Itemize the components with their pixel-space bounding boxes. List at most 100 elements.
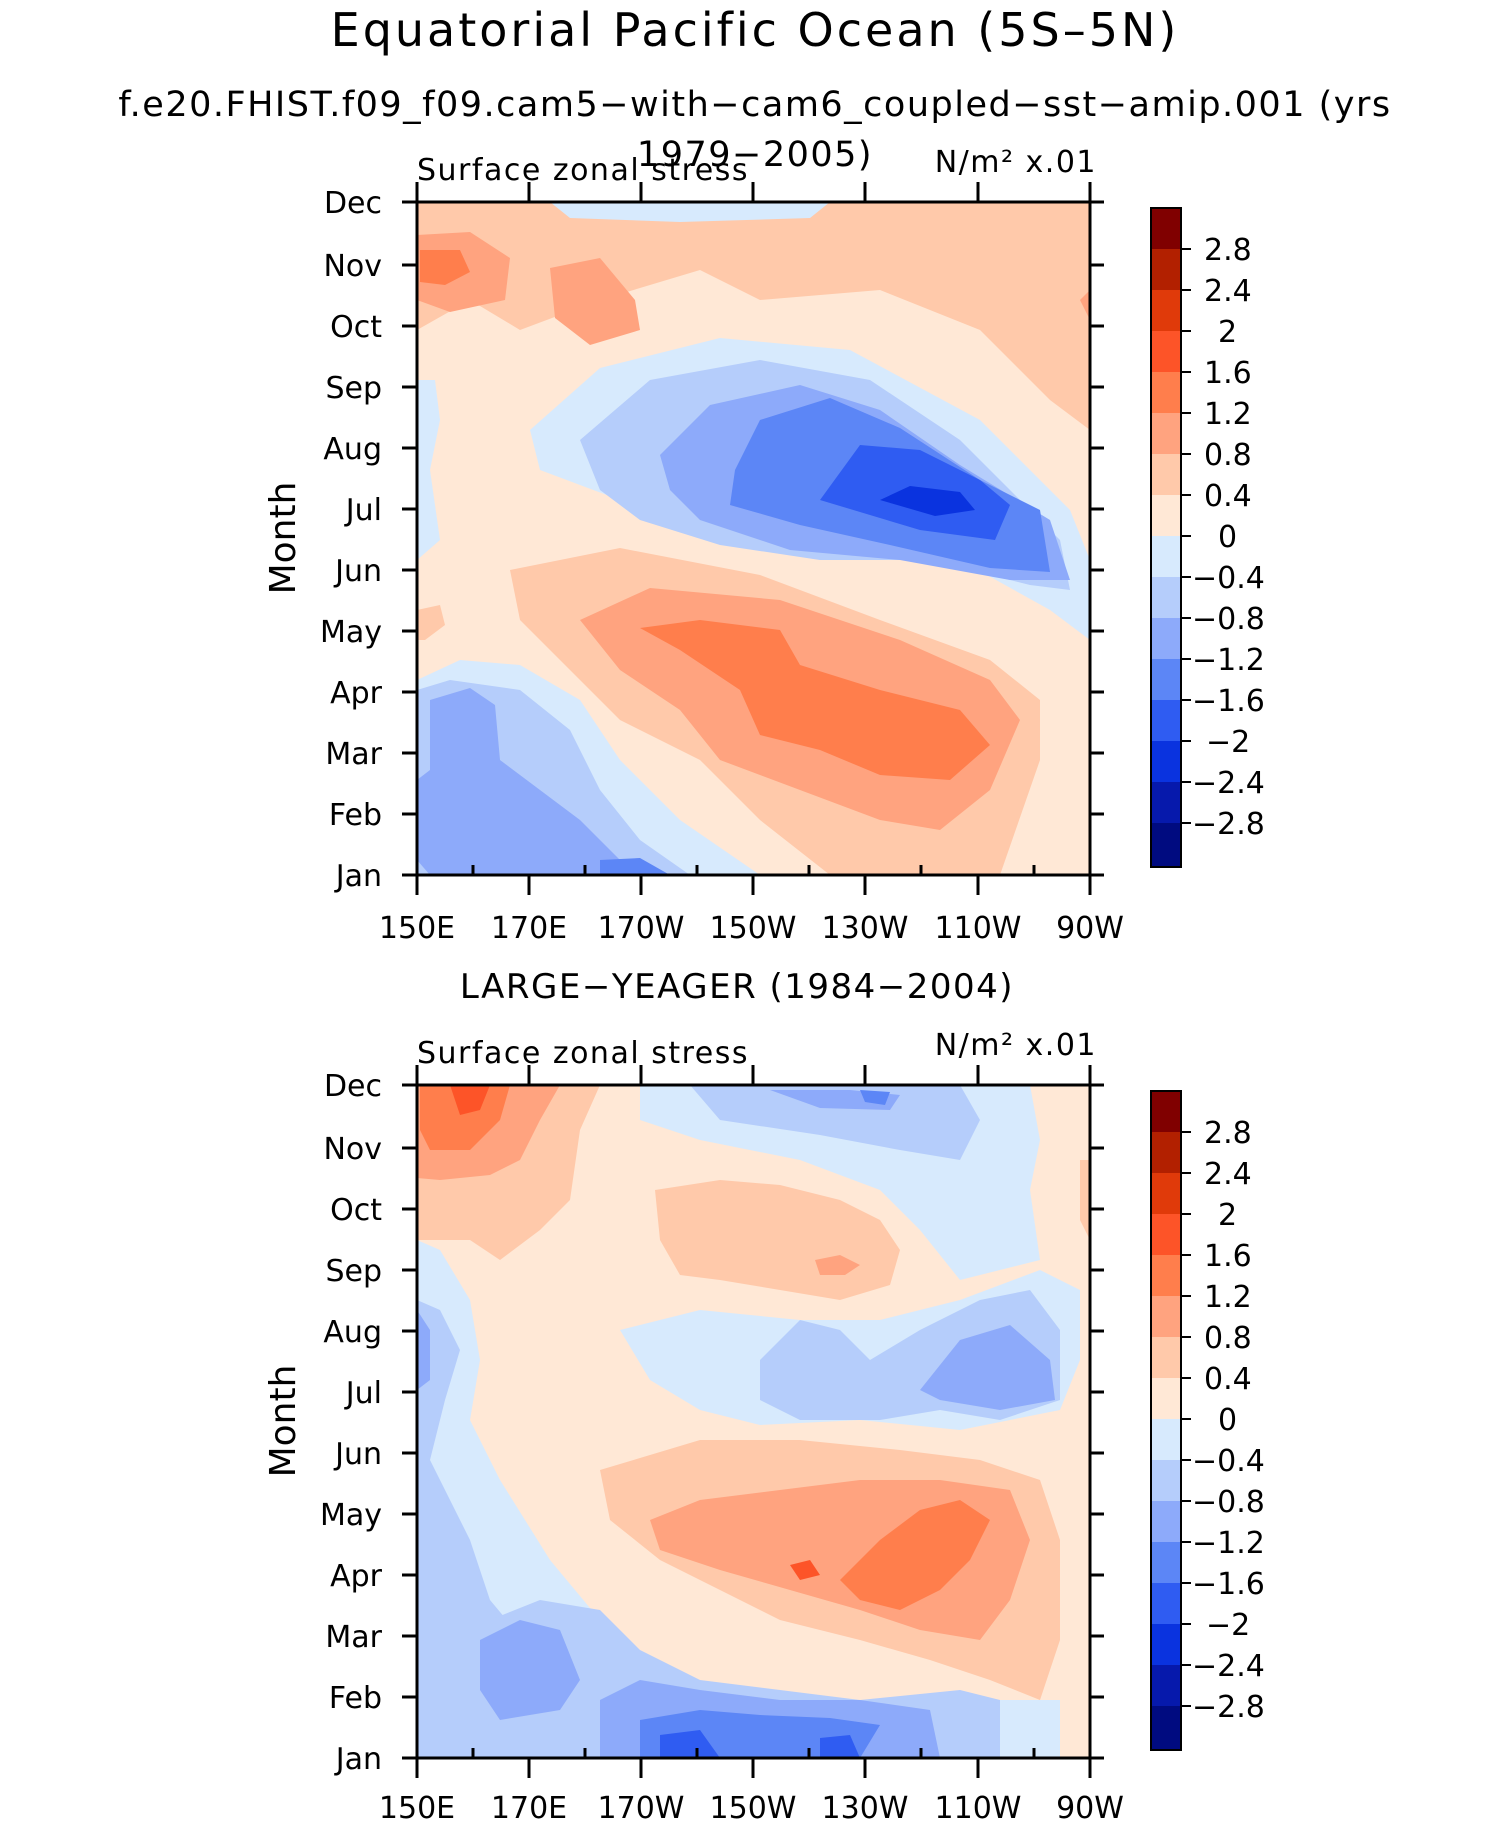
colorbar-swatch: [1151, 1542, 1181, 1583]
x-tick-label: 130W: [822, 911, 909, 946]
panel-1: Surface zonal stress N/m² x.01 Month Jan…: [263, 145, 1265, 946]
x-tick-label: 150W: [710, 911, 797, 946]
colorbar-label: −2.8: [1192, 1690, 1265, 1725]
contour-neg-1.6-jan: [600, 858, 670, 875]
figure-title: Equatorial Pacific Ocean (5S–5N): [330, 3, 1180, 57]
colorbar-label: 1.6: [1204, 356, 1252, 391]
y-tick-label: Feb: [329, 798, 382, 833]
colorbar-label: −0.8: [1192, 602, 1265, 637]
contour-pos-1.6-topleft: [420, 1085, 510, 1150]
colorbar-frame: [1150, 1090, 1182, 1751]
panel-1-y-axis-label: Month: [263, 482, 304, 595]
y-tick-label: Dec: [324, 1069, 382, 1104]
colorbar-label: 0.8: [1204, 438, 1252, 473]
y-tick-label: Sep: [325, 1254, 382, 1289]
colorbar-frame: [1150, 207, 1182, 868]
panel-2-x-ticks: [415, 1065, 1092, 1778]
colorbar-swatch: [1151, 536, 1181, 577]
colorbar-swatch: [1151, 1419, 1181, 1460]
colorbar-label: 0.4: [1204, 1362, 1252, 1397]
contour-pos-2-topleft: [450, 1085, 490, 1115]
x-tick-label: 110W: [935, 911, 1022, 946]
contour-neg-1.6-top: [860, 1090, 890, 1105]
contour-pos-1.6-spring: [640, 620, 990, 780]
panel-2: LARGE−YEAGER (1984−2004): [263, 967, 1265, 1826]
contour-neg-0.4-west-edge: [417, 380, 440, 560]
x-tick-label: 90W: [1056, 911, 1124, 946]
panel-2-y-ticks: [402, 1083, 1104, 1760]
colorbar-swatch: [1151, 1378, 1181, 1419]
colorbar-label: −1.6: [1192, 1567, 1265, 1602]
y-tick-label: Aug: [323, 1315, 382, 1350]
colorbar-swatch: [1151, 577, 1181, 618]
colorbar-swatch: [1151, 249, 1181, 290]
x-tick-label: 90W: [1056, 1791, 1124, 1826]
y-tick-label: Oct: [330, 1193, 382, 1228]
y-tick-label: Jul: [344, 1376, 382, 1411]
y-tick-label: Jun: [333, 1437, 382, 1472]
y-tick-label: Nov: [323, 249, 382, 284]
contour-neg-1.2-west-edge: [417, 1310, 430, 1390]
y-tick-label: Nov: [323, 1132, 382, 1167]
colorbar-label: 0.4: [1204, 479, 1252, 514]
colorbar-label: 2.4: [1204, 1157, 1252, 1192]
panel-2-y-axis-label: Month: [263, 1365, 304, 1478]
colorbar-label: −0.4: [1192, 561, 1265, 596]
x-tick-label: 170E: [491, 1791, 567, 1826]
colorbar-label: 1.2: [1204, 397, 1252, 432]
panel-2-units-label: N/m² x.01: [935, 1028, 1097, 1063]
y-tick-label: Jan: [334, 1742, 382, 1777]
panel-1-y-ticks: [402, 200, 1104, 877]
colorbar-swatch: [1151, 1501, 1181, 1542]
colorbar-swatch: [1151, 331, 1181, 372]
contour-neg-1.2-jul: [920, 1325, 1055, 1410]
contour-pos-1.6-spring: [840, 1500, 990, 1610]
colorbar-swatch: [1151, 782, 1181, 823]
contour-pos-0.4-top: [417, 202, 1090, 430]
colorbar-swatch: [1151, 1173, 1181, 1214]
colorbar-label: −2.8: [1192, 807, 1265, 842]
y-tick-label: Jan: [334, 859, 382, 894]
contour-neg-2.4-jul: [880, 486, 975, 516]
figure-subtitle: f.e20.FHIST.f09_f09.cam5−with−cam6_coupl…: [118, 85, 1392, 175]
contour-pos-0.8-top-mid: [550, 258, 640, 345]
contour-neg-0.4-east-jan: [1000, 1700, 1060, 1758]
colorbar-swatch: [1151, 1296, 1181, 1337]
contour-pos-0.8-east-edge: [1080, 290, 1090, 320]
panel-2-variable-label: Surface zonal stress: [417, 1036, 749, 1071]
colorbar-label: −2.4: [1192, 1649, 1265, 1684]
y-tick-label: Apr: [330, 1559, 383, 1594]
colorbar-label: 0: [1218, 1403, 1237, 1438]
panel-2-x-tick-labels: 150E 170E 170W 150W 130W 110W 90W: [379, 1791, 1124, 1826]
y-tick-label: Dec: [324, 186, 382, 221]
y-tick-label: Jun: [333, 554, 382, 589]
contour-pos-0.8-autumn: [815, 1255, 860, 1275]
colorbar-label: −1.2: [1192, 643, 1265, 678]
colorbar-label: −1.6: [1192, 684, 1265, 719]
x-tick-label: 170W: [598, 1791, 685, 1826]
contour-neg-1.2-winter-west: [480, 1620, 580, 1720]
y-tick-label: Mar: [325, 1620, 382, 1655]
panel-2-colorbar-labels: 2.8 2.4 2 1.6 1.2 0.8 0.4 0 −0.4 −0.8 −1…: [1192, 1116, 1265, 1725]
panel-1-colorbar-labels: 2.8 2.4 2 1.6 1.2 0.8 0.4 0 −0.4 −0.8 −1…: [1192, 233, 1265, 842]
y-tick-label: May: [320, 1498, 382, 1533]
colorbar-swatch: [1151, 208, 1181, 249]
x-tick-label: 150W: [710, 1791, 797, 1826]
colorbar-swatch: [1151, 823, 1181, 867]
colorbar-swatch: [1151, 1460, 1181, 1501]
panel-1-y-tick-labels: Jan Feb Mar Apr May Jun Jul Aug Sep Oct …: [320, 186, 383, 894]
panel-2-title: LARGE−YEAGER (1984−2004): [460, 967, 1014, 1007]
colorbar-label: −2: [1206, 725, 1250, 760]
panel-2-y-tick-labels: Jan Feb Mar Apr May Jun Jul Aug Sep Oct …: [320, 1069, 383, 1777]
colorbar-label: 0: [1218, 520, 1237, 555]
y-tick-label: Apr: [330, 676, 383, 711]
colorbar-swatch: [1151, 1337, 1181, 1378]
panel-1-units-label: N/m² x.01: [935, 145, 1097, 180]
contour-pos-0.4-east-edge: [1080, 1160, 1090, 1240]
colorbar-swatch: [1151, 1583, 1181, 1624]
colorbar-swatch: [1151, 1214, 1181, 1255]
colorbar-swatch: [1151, 1132, 1181, 1173]
colorbar-label: −2.4: [1192, 766, 1265, 801]
colorbar-label: 1.6: [1204, 1239, 1252, 1274]
contour-neg-0-top-strip: [550, 202, 830, 222]
